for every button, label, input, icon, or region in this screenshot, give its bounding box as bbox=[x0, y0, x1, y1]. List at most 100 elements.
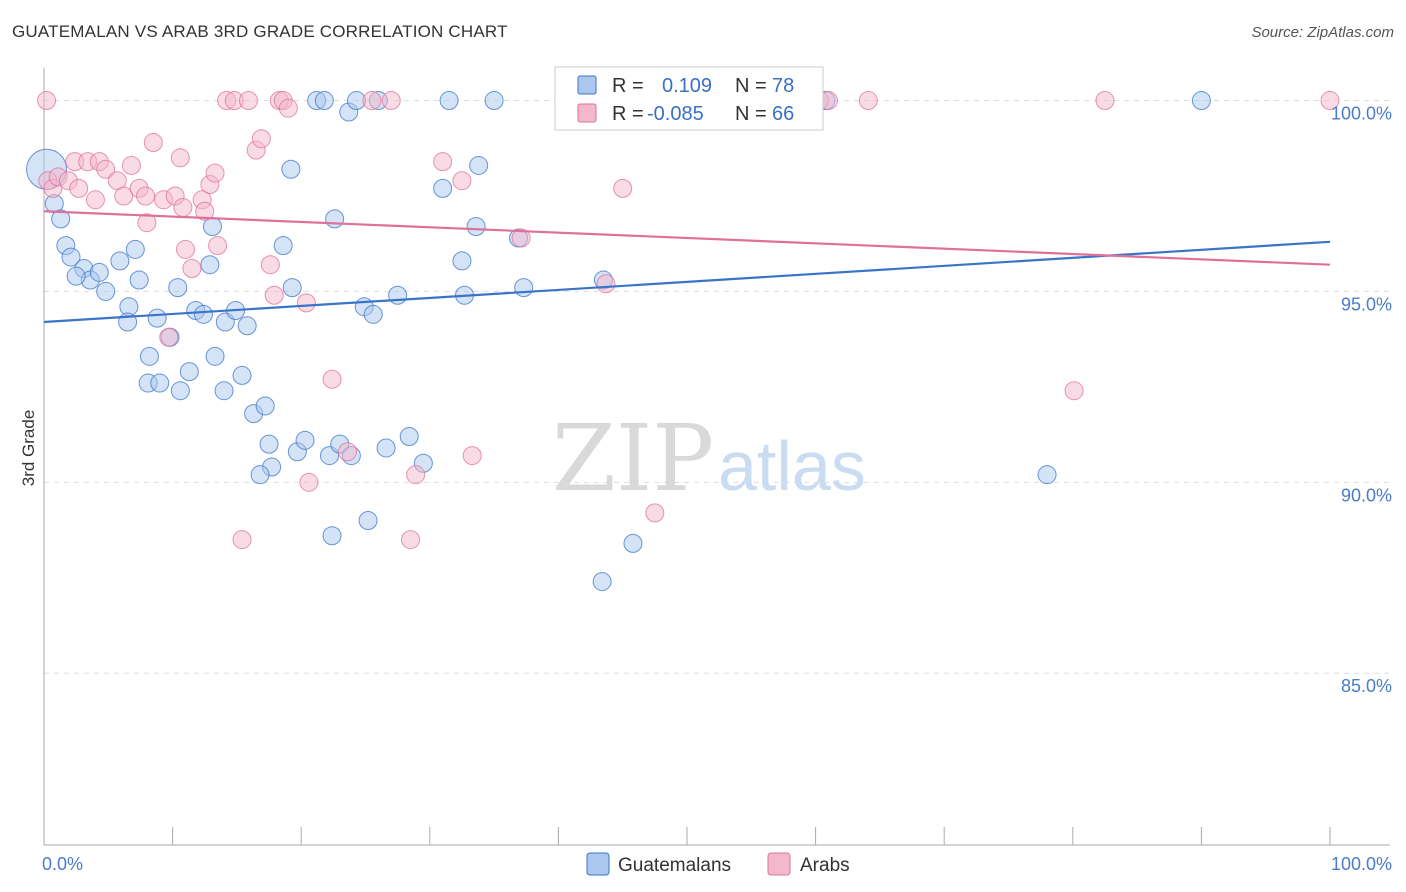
point-arabs-28 bbox=[208, 236, 228, 256]
point-guatemalans-2 bbox=[51, 209, 71, 229]
series-legend-swatch-guatemalans bbox=[586, 852, 610, 876]
point-guatemalans-44 bbox=[314, 91, 334, 111]
series-legend-label-guatemalans: Guatemalans bbox=[618, 855, 731, 876]
point-arabs-49 bbox=[452, 171, 472, 191]
series-legend-label-arabs: Arabs bbox=[800, 855, 850, 876]
y-tick-label-2: 95.0% bbox=[1341, 294, 1392, 314]
point-arabs-9 bbox=[96, 159, 116, 179]
point-guatemalans-10 bbox=[110, 251, 130, 271]
y-tick-label-0: 85.0% bbox=[1341, 676, 1392, 696]
legend-swatch-arabs bbox=[577, 103, 597, 123]
trend-line-guatemalans bbox=[43, 240, 1331, 324]
point-arabs-16 bbox=[143, 133, 163, 153]
point-arabs-51 bbox=[511, 228, 531, 248]
trend-lines bbox=[43, 210, 1331, 324]
point-arabs-61 bbox=[858, 91, 878, 111]
point-arabs-20 bbox=[170, 148, 190, 168]
point-guatemalans-16 bbox=[147, 308, 167, 328]
stats-n-label-2: N = bbox=[735, 103, 767, 125]
point-guatemalans-62 bbox=[452, 251, 472, 271]
point-guatemalans-9 bbox=[96, 281, 116, 301]
point-arabs-39 bbox=[278, 98, 298, 118]
series-legend-swatch-arabs bbox=[767, 852, 791, 876]
point-guatemalans-22 bbox=[170, 381, 190, 401]
point-guatemalans-52 bbox=[363, 304, 383, 324]
point-guatemalans-27 bbox=[205, 346, 225, 366]
series-legend: Guatemalans Arabs bbox=[586, 852, 850, 876]
point-guatemalans-25 bbox=[200, 255, 220, 275]
stats-legend-box bbox=[554, 66, 824, 131]
point-guatemalans-39 bbox=[282, 278, 302, 298]
source-label: Source: ZipAtlas.com bbox=[1251, 24, 1394, 41]
point-guatemalans-77 bbox=[1191, 91, 1211, 111]
point-arabs-31 bbox=[232, 530, 252, 550]
point-guatemalans-8 bbox=[89, 262, 109, 282]
point-guatemalans-66 bbox=[484, 91, 504, 111]
point-guatemalans-76 bbox=[1037, 465, 1057, 485]
point-guatemalans-13 bbox=[129, 270, 149, 290]
x-tick-label-1: 100.0% bbox=[1331, 854, 1392, 874]
point-arabs-62 bbox=[1064, 381, 1084, 401]
point-guatemalans-18 bbox=[168, 278, 188, 298]
point-guatemalans-15 bbox=[139, 346, 159, 366]
point-arabs-48 bbox=[433, 152, 453, 172]
point-arabs-42 bbox=[322, 369, 342, 389]
trend-line-arabs bbox=[43, 210, 1331, 266]
point-guatemalans-71 bbox=[592, 572, 612, 592]
grid-lines bbox=[44, 100, 1390, 674]
point-arabs-47 bbox=[406, 465, 426, 485]
point-guatemalans-68 bbox=[514, 278, 534, 298]
point-arabs-36 bbox=[264, 285, 284, 305]
y-axis-title: 3rd Grade bbox=[19, 410, 38, 487]
data-points bbox=[26, 91, 1340, 592]
point-arabs-23 bbox=[182, 259, 202, 279]
y-tick-label-3: 100.0% bbox=[1331, 104, 1392, 124]
stats-legend: R = 0.109 N = 78 R = -0.085 N = 66 bbox=[554, 66, 824, 131]
stats-n-value-1: 78 bbox=[772, 75, 794, 97]
point-arabs-34 bbox=[251, 129, 271, 149]
point-guatemalans-40 bbox=[281, 159, 301, 179]
point-arabs-50 bbox=[462, 446, 482, 466]
point-guatemalans-21 bbox=[150, 373, 170, 393]
point-guatemalans-24 bbox=[193, 304, 213, 324]
point-arabs-32 bbox=[238, 91, 258, 111]
point-guatemalans-58 bbox=[322, 526, 342, 546]
point-arabs-46 bbox=[401, 530, 421, 550]
point-arabs-11 bbox=[114, 186, 134, 206]
point-guatemalans-34 bbox=[255, 396, 275, 416]
point-guatemalans-19 bbox=[179, 362, 199, 382]
point-arabs-21 bbox=[173, 197, 193, 217]
point-arabs-40 bbox=[296, 293, 316, 313]
stats-n-label-1: N = bbox=[735, 75, 767, 97]
point-arabs-15 bbox=[137, 213, 157, 233]
point-arabs-27 bbox=[205, 163, 225, 183]
point-guatemalans-53 bbox=[358, 510, 378, 530]
point-arabs-53 bbox=[613, 178, 633, 198]
axes bbox=[43, 68, 1390, 846]
point-arabs-14 bbox=[136, 186, 156, 206]
chart-title: GUATEMALAN VS ARAB 3RD GRADE CORRELATION… bbox=[12, 22, 508, 41]
point-guatemalans-46 bbox=[325, 209, 345, 229]
point-arabs-65 bbox=[37, 91, 57, 111]
point-arabs-44 bbox=[362, 91, 382, 111]
point-guatemalans-70 bbox=[623, 533, 643, 553]
point-arabs-7 bbox=[85, 190, 105, 210]
watermark: ZIP atlas bbox=[552, 405, 866, 512]
point-guatemalans-11 bbox=[125, 239, 145, 259]
stats-r-value-1: 0.109 bbox=[662, 75, 712, 97]
stats-n-value-2: 66 bbox=[772, 103, 794, 125]
point-arabs-41 bbox=[299, 472, 319, 492]
watermark-atlas: atlas bbox=[718, 427, 866, 505]
point-guatemalans-35 bbox=[259, 434, 279, 454]
point-guatemalans-56 bbox=[388, 285, 408, 305]
point-arabs-18 bbox=[159, 327, 179, 347]
point-guatemalans-55 bbox=[376, 438, 396, 458]
point-arabs-45 bbox=[381, 91, 401, 111]
stats-r-label-2: R = bbox=[612, 103, 644, 125]
legend-swatch-guatemalans bbox=[577, 75, 597, 95]
stats-r-label-1: R = bbox=[612, 75, 644, 97]
stats-r-value-2: -0.085 bbox=[647, 103, 704, 125]
x-tick-label-0: 0.0% bbox=[42, 854, 83, 874]
point-arabs-52 bbox=[596, 274, 616, 294]
